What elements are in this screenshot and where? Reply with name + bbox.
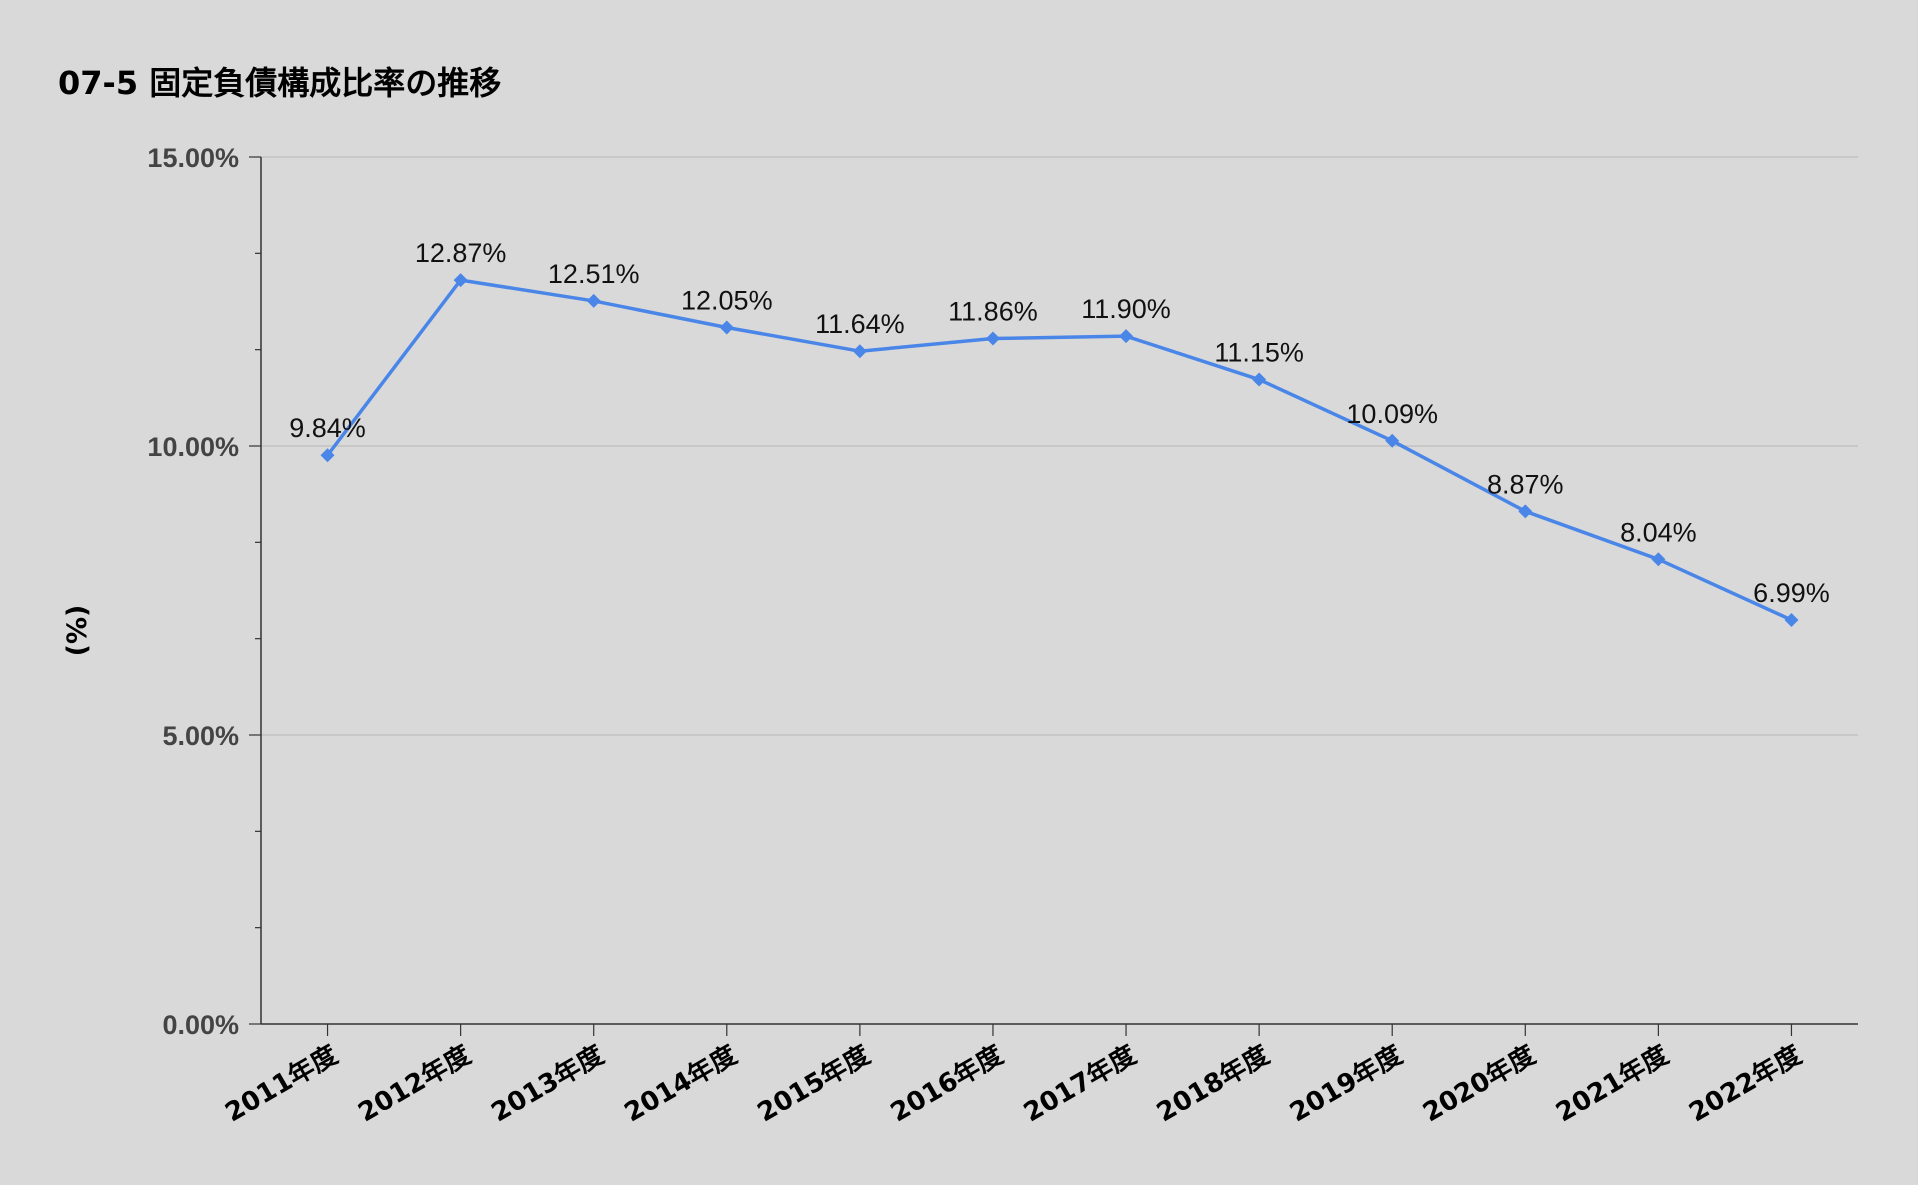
x-tick-label-6: 2017年度 <box>1018 1039 1141 1128</box>
data-label-10: 8.04% <box>1620 517 1697 547</box>
data-point-6 <box>1119 329 1134 344</box>
x-tick-label-10: 2021年度 <box>1551 1039 1674 1128</box>
x-tick-label-8: 2019年度 <box>1284 1039 1407 1128</box>
data-point-11 <box>1784 612 1799 627</box>
y-tick-label-2: 10.00% <box>147 432 239 462</box>
y-tick-label-1: 5.00% <box>162 721 239 751</box>
chart-title: 07-5 固定負債構成比率の推移 <box>58 64 502 102</box>
y-tick-label-3: 15.00% <box>147 143 239 173</box>
data-point-0 <box>320 448 335 463</box>
x-tick-label-5: 2016年度 <box>885 1039 1008 1128</box>
data-label-3: 12.05% <box>681 286 773 316</box>
data-label-2: 12.51% <box>548 259 640 289</box>
data-label-5: 11.86% <box>948 296 1038 326</box>
x-tick-label-7: 2018年度 <box>1151 1039 1274 1128</box>
data-point-7 <box>1252 372 1267 387</box>
data-label-6: 11.90% <box>1081 294 1171 324</box>
data-label-11: 6.99% <box>1753 578 1830 608</box>
y-tick-label-0: 0.00% <box>162 1010 239 1040</box>
y-axis-title: (%) <box>62 605 93 657</box>
data-point-4 <box>852 344 867 359</box>
data-point-3 <box>719 320 734 335</box>
data-point-2 <box>586 293 601 308</box>
data-point-10 <box>1651 552 1666 567</box>
x-tick-label-1: 2012年度 <box>353 1039 476 1128</box>
x-tick-label-2: 2013年度 <box>486 1039 609 1128</box>
data-label-1: 12.87% <box>415 238 507 268</box>
data-label-9: 8.87% <box>1487 469 1564 499</box>
data-point-1 <box>453 273 468 288</box>
data-label-4: 11.64% <box>815 309 905 339</box>
x-tick-label-0: 2011年度 <box>220 1039 343 1128</box>
data-label-0: 9.84% <box>289 413 366 443</box>
x-tick-label-4: 2015年度 <box>752 1039 875 1128</box>
series-line <box>326 278 1793 622</box>
data-point-8 <box>1385 433 1400 448</box>
x-tick-label-9: 2020年度 <box>1418 1039 1541 1128</box>
data-label-7: 11.15% <box>1214 338 1304 368</box>
data-label-8: 10.09% <box>1346 399 1438 429</box>
data-point-9 <box>1518 504 1533 519</box>
x-tick-label-3: 2014年度 <box>619 1039 742 1128</box>
data-point-5 <box>985 331 1000 346</box>
x-tick-label-11: 2022年度 <box>1684 1039 1807 1128</box>
